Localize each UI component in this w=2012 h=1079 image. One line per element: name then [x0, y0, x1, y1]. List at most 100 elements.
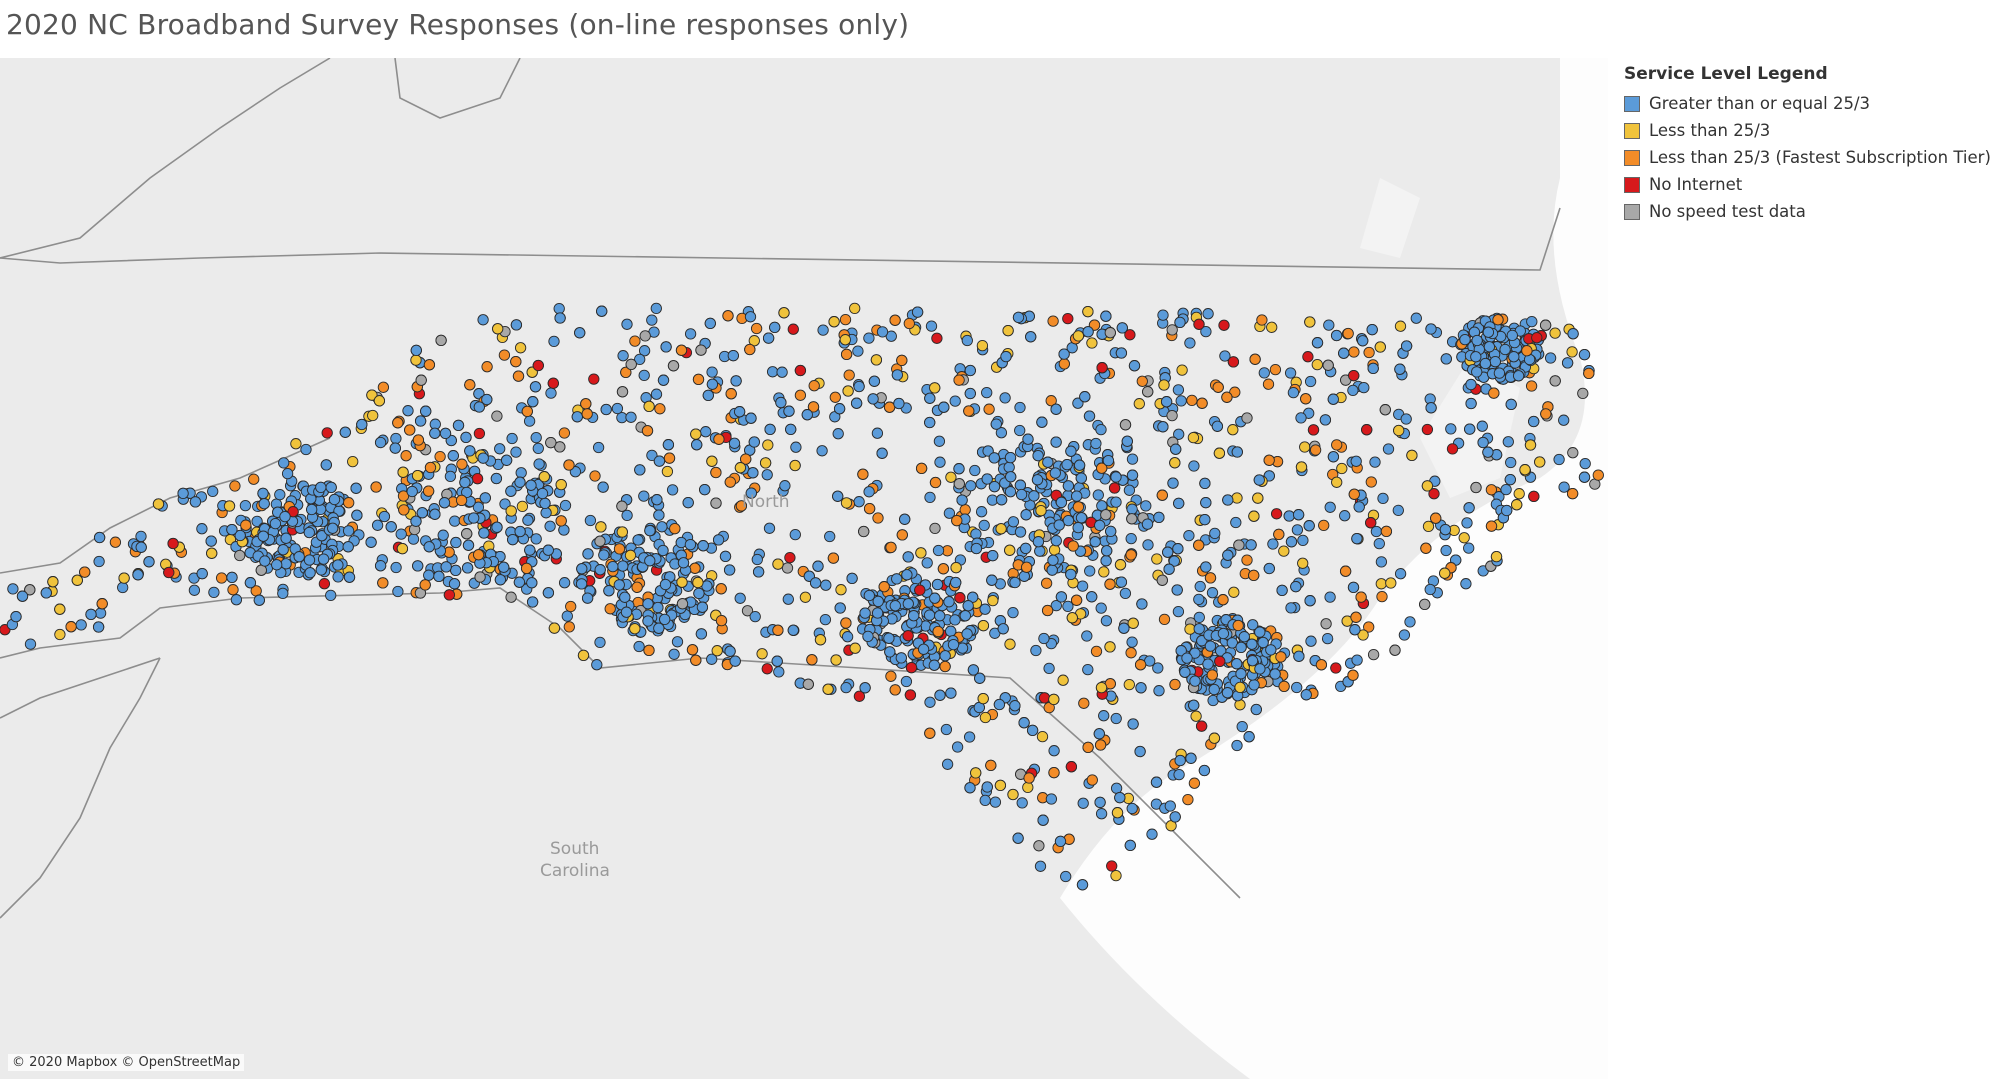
survey-point[interactable] [806, 654, 818, 666]
survey-point[interactable] [94, 607, 107, 619]
survey-point[interactable] [1365, 517, 1377, 529]
survey-point[interactable] [576, 563, 588, 575]
survey-point[interactable] [734, 592, 746, 604]
survey-point[interactable] [1175, 645, 1187, 657]
survey-point[interactable] [477, 314, 489, 326]
survey-point[interactable] [473, 427, 486, 440]
survey-point[interactable] [928, 659, 940, 671]
survey-point[interactable] [1578, 471, 1591, 483]
survey-point[interactable] [1353, 501, 1365, 513]
survey-point[interactable] [1420, 542, 1432, 554]
survey-point[interactable] [505, 485, 517, 497]
survey-point[interactable] [1566, 487, 1579, 500]
survey-point[interactable] [1062, 480, 1075, 492]
survey-point[interactable] [1348, 346, 1360, 358]
survey-point[interactable] [1079, 391, 1091, 403]
survey-point[interactable] [766, 366, 779, 378]
survey-point[interactable] [1321, 632, 1334, 645]
survey-point[interactable] [710, 466, 722, 479]
survey-point[interactable] [1190, 710, 1202, 722]
survey-point[interactable] [1193, 318, 1205, 330]
survey-point[interactable] [318, 578, 331, 590]
survey-point[interactable] [1188, 460, 1200, 472]
survey-point[interactable] [1482, 446, 1494, 458]
survey-point[interactable] [400, 450, 412, 462]
survey-point[interactable] [407, 533, 420, 545]
survey-point[interactable] [1265, 644, 1277, 656]
survey-point[interactable] [1047, 315, 1059, 327]
survey-point[interactable] [902, 630, 914, 642]
survey-point[interactable] [762, 332, 775, 344]
survey-point[interactable] [478, 527, 490, 539]
survey-point[interactable] [1140, 500, 1152, 512]
survey-point[interactable] [1421, 480, 1434, 492]
survey-point[interactable] [824, 530, 836, 543]
survey-point[interactable] [713, 433, 725, 445]
survey-point[interactable] [1297, 557, 1309, 569]
survey-point[interactable] [706, 378, 719, 390]
survey-point[interactable] [1058, 358, 1070, 370]
survey-point[interactable] [410, 354, 422, 366]
survey-point[interactable] [1086, 591, 1098, 603]
survey-point[interactable] [722, 310, 734, 322]
survey-point[interactable] [607, 560, 619, 573]
survey-point[interactable] [839, 313, 852, 326]
survey-point[interactable] [1477, 436, 1489, 449]
survey-point[interactable] [548, 622, 561, 634]
survey-point[interactable] [1007, 606, 1019, 619]
survey-point[interactable] [953, 463, 965, 475]
survey-point[interactable] [374, 560, 387, 572]
survey-point[interactable] [1005, 471, 1017, 483]
survey-point[interactable] [1169, 811, 1181, 823]
survey-point[interactable] [1199, 477, 1211, 490]
survey-point[interactable] [675, 344, 688, 356]
survey-point[interactable] [947, 638, 960, 651]
survey-point[interactable] [545, 436, 557, 449]
survey-point[interactable] [1470, 351, 1482, 363]
survey-point[interactable] [989, 796, 1002, 808]
survey-point[interactable] [1077, 797, 1089, 809]
survey-point[interactable] [1012, 832, 1024, 844]
survey-point[interactable] [976, 339, 989, 352]
survey-point[interactable] [290, 438, 302, 450]
survey-point[interactable] [677, 557, 690, 569]
survey-point[interactable] [979, 711, 992, 724]
survey-point[interactable] [1212, 381, 1224, 393]
survey-point[interactable] [1133, 398, 1145, 410]
survey-point[interactable] [449, 515, 461, 527]
survey-point[interactable] [1123, 484, 1136, 496]
survey-point[interactable] [215, 572, 228, 584]
survey-point[interactable] [1483, 341, 1496, 353]
survey-point[interactable] [464, 379, 476, 391]
survey-point[interactable] [581, 592, 594, 604]
survey-point[interactable] [997, 623, 1009, 635]
survey-point[interactable] [1440, 544, 1452, 557]
survey-point[interactable] [963, 405, 975, 417]
survey-point[interactable] [316, 530, 328, 542]
survey-point[interactable] [1089, 536, 1101, 548]
survey-point[interactable] [437, 529, 449, 541]
survey-point[interactable] [373, 395, 386, 407]
survey-point[interactable] [468, 512, 480, 524]
survey-point[interactable] [1095, 808, 1108, 820]
survey-point[interactable] [523, 415, 536, 427]
survey-point[interactable] [1320, 618, 1332, 630]
survey-point[interactable] [1327, 393, 1339, 405]
survey-point[interactable] [1110, 782, 1123, 794]
survey-point[interactable] [532, 442, 544, 455]
survey-point[interactable] [1174, 316, 1186, 329]
survey-point[interactable] [789, 459, 801, 472]
survey-point[interactable] [846, 572, 858, 585]
survey-point[interactable] [1293, 650, 1305, 662]
survey-point[interactable] [505, 505, 517, 517]
survey-point[interactable] [132, 569, 144, 581]
survey-point[interactable] [1188, 699, 1200, 711]
survey-point[interactable] [1134, 745, 1146, 758]
survey-point[interactable] [1004, 486, 1017, 498]
survey-point[interactable] [629, 623, 641, 635]
survey-point[interactable] [1095, 423, 1107, 436]
survey-point[interactable] [1028, 490, 1040, 502]
survey-point[interactable] [899, 513, 911, 525]
survey-point[interactable] [692, 576, 704, 589]
survey-point[interactable] [932, 544, 945, 557]
